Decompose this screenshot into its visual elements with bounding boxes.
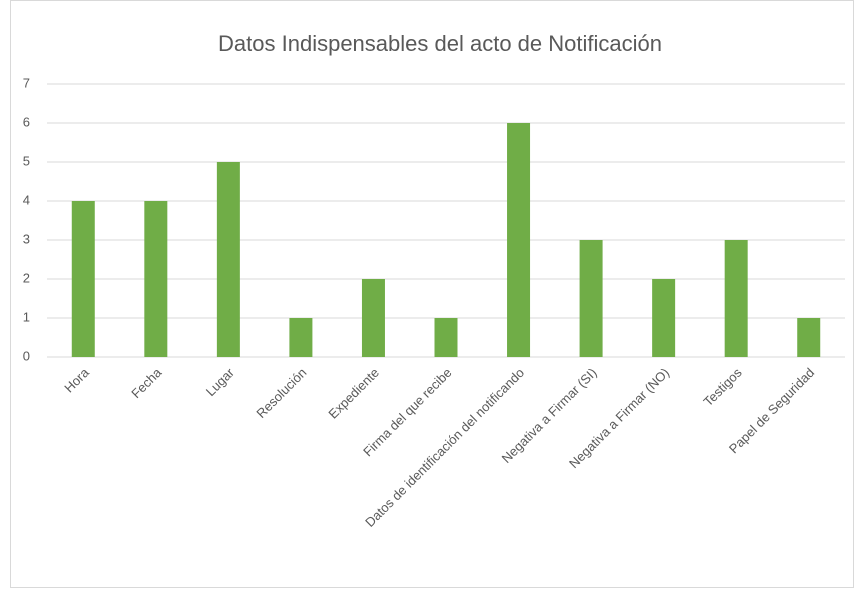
bar <box>724 240 748 357</box>
y-tick-label: 7 <box>23 75 30 90</box>
bar <box>216 162 240 357</box>
y-tick-label: 2 <box>23 270 30 285</box>
y-tick-label: 3 <box>23 231 30 246</box>
bar <box>361 279 385 357</box>
chart-title: Datos Indispensables del acto de Notific… <box>218 31 662 56</box>
bar <box>289 318 313 357</box>
bar <box>144 201 168 357</box>
y-tick-label: 4 <box>23 192 30 207</box>
bar <box>434 318 458 357</box>
bar <box>579 240 603 357</box>
y-tick-label: 1 <box>23 309 30 324</box>
bar <box>652 279 676 357</box>
bar <box>797 318 821 357</box>
bar <box>71 201 95 357</box>
y-tick-label: 6 <box>23 114 30 129</box>
y-tick-label: 0 <box>23 348 30 363</box>
bar <box>507 123 531 357</box>
y-tick-label: 5 <box>23 153 30 168</box>
